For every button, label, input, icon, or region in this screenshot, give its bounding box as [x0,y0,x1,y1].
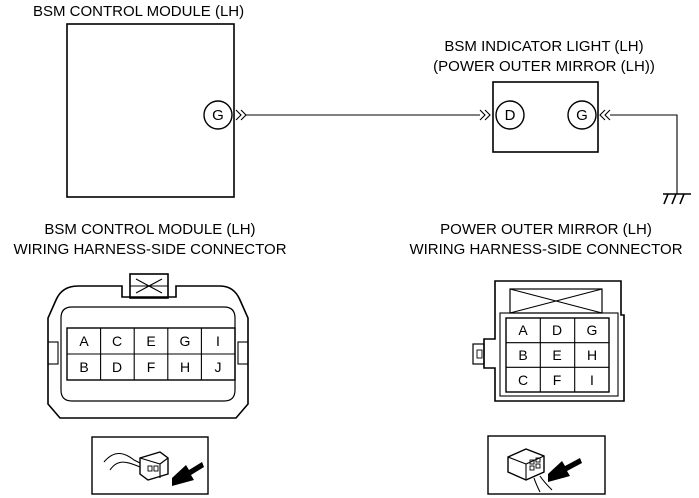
pin-label: C [518,372,528,388]
indicator-title-line2: (POWER OUTER MIRROR (LH)) [433,58,655,75]
pin-label: D [552,322,562,338]
indicator-terminal-d-circle [495,100,525,130]
module-terminal-circle [203,100,233,130]
right-connector-title-line2: WIRING HARNESS-SIDE CONNECTOR [409,241,682,258]
pin-label: G [180,333,191,349]
pin-label: D [112,359,122,375]
left-connector-pins: A C E G I B D F H J [79,333,221,375]
pin-label: H [180,359,190,375]
pin-label: B [518,347,527,363]
pin-label: E [552,347,561,363]
indicator-terminal-g-label: G [576,107,588,124]
right-connector-pins: A D G B E H C F I [518,322,598,388]
right-connector-title-line1: POWER OUTER MIRROR (LH) [440,221,652,238]
left-connector-title-line2: WIRING HARNESS-SIDE CONNECTOR [13,241,286,258]
bsm-control-module-box [66,23,235,198]
indicator-terminal-d-label: D [505,107,516,124]
indicator-title-line1: BSM INDICATOR LIGHT (LH) [444,38,643,55]
pin-label: E [146,333,155,349]
left-connector-face [47,273,249,419]
module-title: BSM CONTROL MODULE (LH) [33,3,244,20]
ground-wire [610,114,678,194]
indicator-terminal-g-circle [567,100,597,130]
left-connector-title-line1: BSM CONTROL MODULE (LH) [44,221,255,238]
ground-connector-symbol [599,109,611,121]
pin-label: I [216,333,220,349]
pin-label: I [590,372,594,388]
module-connector-symbol [235,109,247,121]
bsm-indicator-light-box [492,81,599,153]
pin-label: B [79,359,88,375]
pin-label: H [587,347,597,363]
indicator-connector-symbol [479,109,491,121]
pin-label: J [215,359,222,375]
pin-label: G [587,322,598,338]
right-connector-face [472,280,625,402]
pin-label: A [79,333,89,349]
ground-icon [663,193,691,205]
pin-label: A [518,322,528,338]
pin-label: F [147,359,156,375]
connector-view-icon [487,435,606,495]
module-terminal-label: G [212,107,224,124]
connector-view-icon [91,436,209,495]
pin-label: C [112,333,122,349]
pin-label: F [553,372,562,388]
